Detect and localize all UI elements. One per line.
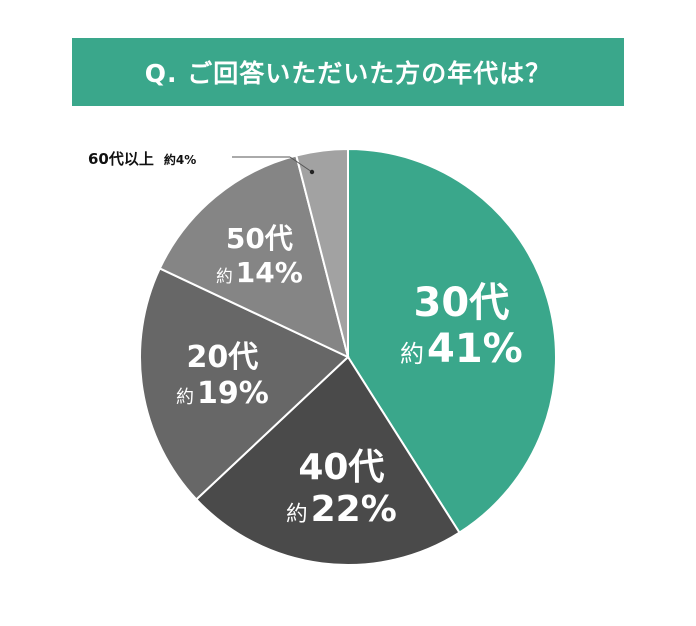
pie-slice-40s: [194, 355, 461, 566]
slice-label-30s: 30代 約41%: [400, 280, 523, 372]
leader-dot: [309, 169, 315, 175]
pie-slice-60s-plus: [295, 147, 349, 358]
slice-label-20s: 20代 約 19%: [176, 340, 269, 411]
pie-slice-30s: [347, 147, 557, 535]
pie-slice-50s: [158, 154, 350, 359]
pie-slice-20s: [139, 267, 350, 501]
leader-line: [289, 156, 313, 173]
chart-title: Q. ご回答いただいた方の年代は？: [144, 59, 552, 88]
title-banner: Q. ご回答いただいた方の年代は？: [72, 38, 624, 106]
slice-label-60s-plus: 60代以上 約4%: [88, 150, 197, 168]
slice-label-40s: 40代 約22%: [286, 447, 397, 530]
slice-label-50s: 50代 約 14%: [216, 222, 303, 289]
